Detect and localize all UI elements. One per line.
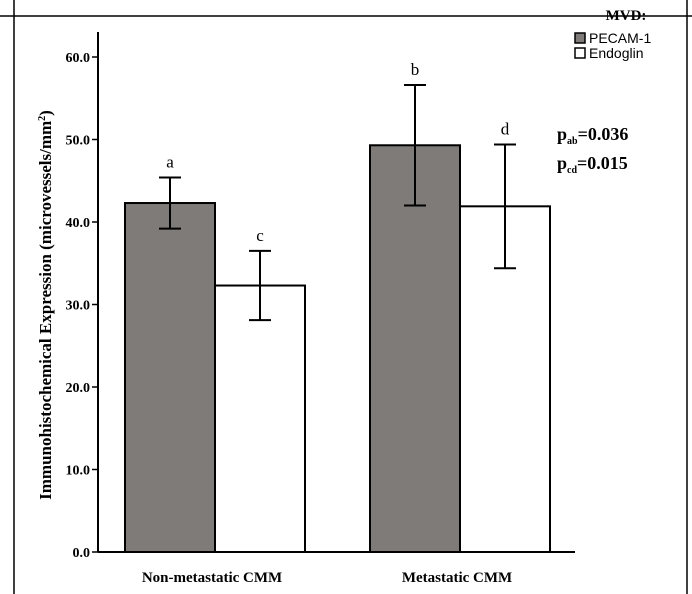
y-axis-title: Immunohistochemical Expression (microves… bbox=[36, 110, 55, 500]
bar-letter-label: c bbox=[256, 226, 264, 245]
bar-letter-label: a bbox=[166, 152, 174, 171]
p-value-ab: pab=0.036 bbox=[557, 124, 628, 147]
p-value-cd: pcd=0.015 bbox=[557, 153, 628, 176]
y-tick-label: 30.0 bbox=[66, 299, 91, 314]
y-tick-label: 50.0 bbox=[66, 134, 91, 149]
bars: a c b d bbox=[124, 60, 551, 553]
y-tick-label: 20.0 bbox=[66, 381, 91, 396]
legend-title: MVD: bbox=[606, 8, 647, 24]
y-tick-label: 0.0 bbox=[73, 546, 91, 561]
p-value-annotations: pab=0.036 pcd=0.015 bbox=[557, 124, 628, 176]
legend-label-pecam: PECAM-1 bbox=[589, 30, 651, 46]
legend-swatch-pecam bbox=[574, 32, 586, 44]
y-tick-label: 60.0 bbox=[66, 51, 91, 66]
bar-letter-label: d bbox=[501, 119, 510, 138]
bar bbox=[214, 284, 306, 553]
bar-letter-label: b bbox=[411, 60, 420, 79]
y-tick-label: 10.0 bbox=[66, 464, 91, 479]
bar bbox=[369, 144, 461, 553]
legend: MVD: PECAM-1 Endoglin bbox=[574, 8, 651, 61]
x-tick-label: Metastatic CMM bbox=[402, 570, 512, 586]
legend-label-endoglin: Endoglin bbox=[589, 45, 644, 61]
x-axis: Non-metastatic CMM Metastatic CMM bbox=[98, 551, 575, 586]
x-tick-label: Non-metastatic CMM bbox=[142, 570, 282, 586]
legend-swatch-endoglin bbox=[574, 47, 586, 59]
y-axis: 0.0 10.0 20.0 30.0 40.0 50.0 60.0 bbox=[66, 32, 99, 561]
y-tick-label: 40.0 bbox=[66, 216, 91, 231]
bar bbox=[124, 202, 216, 553]
